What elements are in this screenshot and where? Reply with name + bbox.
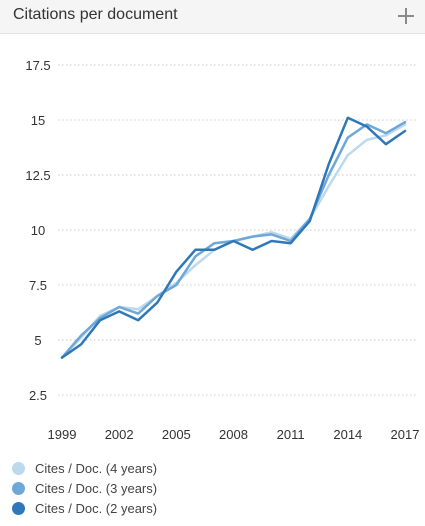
y-tick-label: 15 xyxy=(31,113,45,128)
y-tick-label: 7.5 xyxy=(29,278,47,293)
y-tick-label: 12.5 xyxy=(25,168,50,183)
legend-swatch xyxy=(12,461,25,475)
y-tick-label: 17.5 xyxy=(25,58,50,73)
x-tick-label: 2008 xyxy=(219,427,248,442)
y-tick-label: 10 xyxy=(31,223,45,238)
legend-label: Cites / Doc. (4 years) xyxy=(35,460,158,476)
plus-icon[interactable] xyxy=(395,5,417,27)
y-tick-label: 5 xyxy=(34,333,41,348)
y-tick-label: 2.5 xyxy=(29,388,47,403)
widget-header: Citations per document xyxy=(0,0,425,34)
x-tick-label: 1999 xyxy=(48,427,77,442)
legend-item: Cites / Doc. (2 years) xyxy=(12,498,157,518)
x-tick-label: 2011 xyxy=(277,427,305,442)
x-tick-label: 2002 xyxy=(105,427,134,442)
x-tick-label: 2005 xyxy=(162,427,191,442)
legend-swatch xyxy=(12,501,25,515)
widget-title: Citations per document xyxy=(13,6,178,23)
series-line-3 xyxy=(60,116,407,359)
chart-legend: Cites / Doc. (4 years) Cites / Doc. (3 ye… xyxy=(12,458,157,518)
legend-item: Cites / Doc. (3 years) xyxy=(12,478,157,498)
legend-swatch xyxy=(12,481,25,495)
legend-label: Cites / Doc. (3 years) xyxy=(35,480,158,496)
legend-item: Cites / Doc. (4 years) xyxy=(12,458,157,478)
x-tick-label: 2014 xyxy=(333,427,362,442)
line-chart: 2.5 5 7.5 10 12.5 15 17.5 1999 2002 2005 2008 2011 2… xyxy=(25,58,420,442)
legend-label: Cites / Doc. (2 years) xyxy=(35,500,158,516)
x-tick-label: 2017 xyxy=(391,427,420,442)
